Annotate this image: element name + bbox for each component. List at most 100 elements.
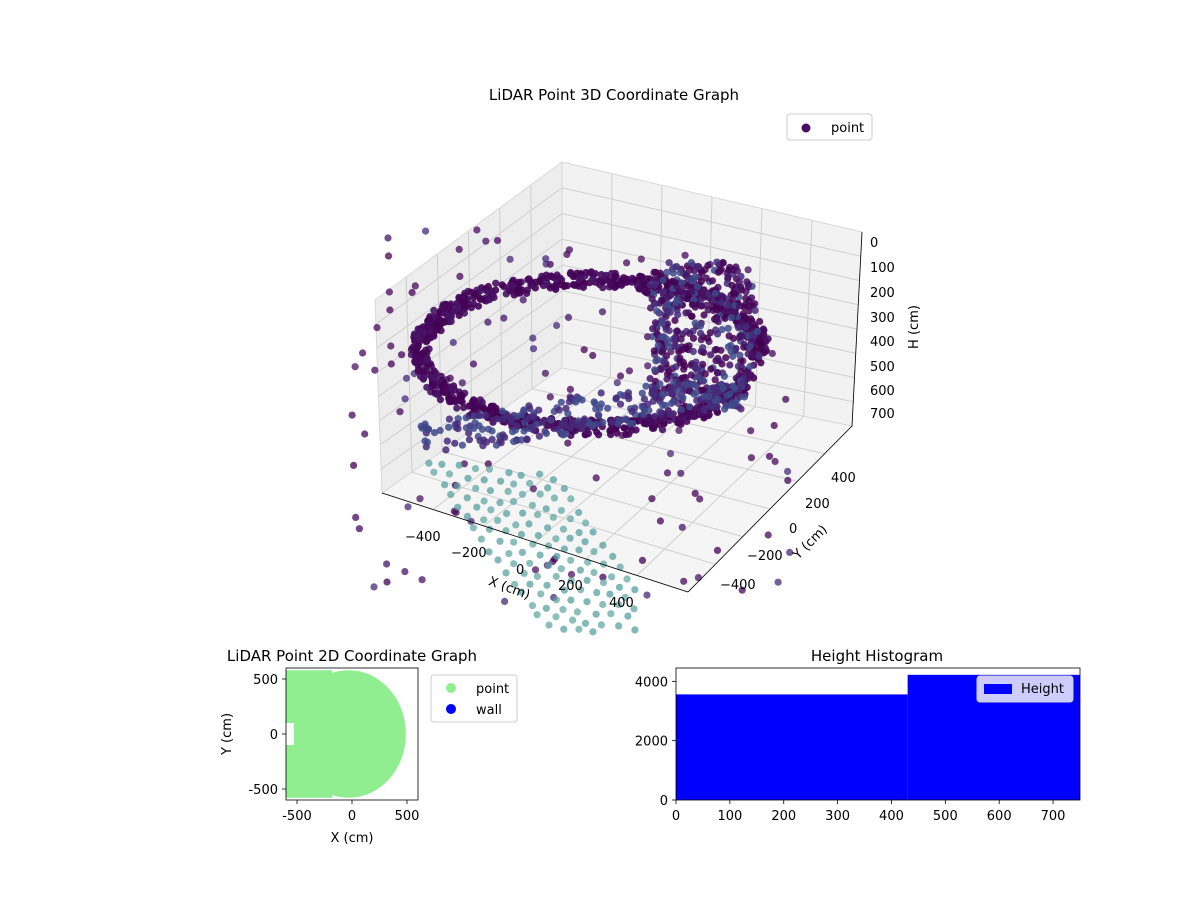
point-marker [433, 391, 441, 399]
point-marker [671, 278, 679, 287]
point-marker [577, 586, 585, 594]
legend-marker-height [984, 684, 1012, 694]
point-marker [678, 523, 686, 531]
point-marker [687, 259, 696, 267]
point-marker [560, 586, 569, 594]
point-marker [707, 402, 715, 410]
point-marker [528, 423, 536, 431]
point-marker [599, 541, 607, 549]
point-marker [699, 360, 707, 368]
point-marker [713, 258, 721, 266]
point-marker [604, 404, 612, 412]
point-marker [387, 360, 395, 368]
point-marker [726, 263, 734, 271]
point-marker [470, 396, 478, 404]
point-marker [560, 545, 569, 553]
point-marker [538, 418, 547, 426]
point-marker [670, 379, 678, 387]
point-marker [352, 513, 360, 522]
point-marker [583, 576, 591, 585]
point-marker [543, 581, 551, 589]
point-marker [574, 280, 582, 288]
point-marker [557, 506, 566, 515]
point-marker [384, 252, 393, 260]
point-marker [648, 424, 657, 432]
point-marker [616, 372, 625, 380]
point-marker [625, 367, 634, 375]
point-marker [652, 357, 660, 365]
point-marker [607, 610, 615, 618]
point-marker [612, 281, 620, 289]
legend-marker-point [446, 683, 456, 693]
point-marker [722, 307, 730, 315]
point-marker [361, 430, 369, 438]
point-marker [644, 333, 652, 341]
point-marker [719, 259, 727, 267]
point-marker [675, 380, 683, 388]
point-marker [747, 371, 755, 379]
point-marker [659, 390, 667, 398]
grid-line [380, 341, 854, 470]
point-marker [664, 293, 672, 301]
point-marker [523, 415, 531, 423]
point-marker [612, 394, 620, 402]
point-marker [651, 319, 660, 327]
point-marker [737, 368, 745, 376]
legend-label-point: point [831, 121, 864, 136]
point-marker [689, 334, 698, 342]
point-marker [563, 250, 571, 258]
point-marker [525, 520, 533, 528]
point-marker [713, 330, 722, 338]
point-marker [497, 439, 505, 447]
point-marker [489, 290, 497, 298]
ticks-2d [282, 678, 408, 804]
point-marker [550, 274, 558, 282]
y-tick-label: 0 [660, 794, 668, 809]
point-marker [704, 261, 712, 270]
point-marker [701, 370, 709, 378]
point-marker [679, 286, 687, 294]
point-marker [682, 309, 690, 317]
point-marker [640, 395, 649, 403]
point-marker [450, 307, 458, 315]
point-marker [485, 548, 493, 556]
point-marker [684, 409, 692, 417]
point-marker [621, 424, 629, 432]
point-marker [677, 420, 685, 428]
point-marker [419, 349, 427, 357]
point-marker [656, 269, 664, 277]
point-marker [567, 596, 575, 604]
point-marker [396, 408, 404, 416]
y-axis-line [687, 425, 853, 593]
point-marker [433, 319, 441, 327]
hist-x-ticks: 0 100 200 300 400 500 600 700 [672, 800, 1065, 824]
point-marker [523, 436, 531, 444]
point-marker [505, 469, 513, 477]
point-marker [774, 578, 782, 586]
point-marker [515, 278, 523, 286]
point-marker [687, 371, 695, 379]
point-marker [666, 410, 674, 418]
point-marker [590, 568, 598, 577]
point-marker [646, 417, 654, 425]
point-marker [545, 561, 553, 570]
point-marker [651, 366, 659, 374]
point-marker [480, 497, 488, 505]
point-marker [669, 335, 677, 343]
legend-box [786, 113, 873, 141]
point-marker [688, 301, 697, 309]
point-marker [533, 611, 541, 619]
point-marker [485, 296, 494, 304]
point-marker [713, 546, 722, 555]
point-marker [482, 237, 490, 245]
point-marker [385, 288, 393, 296]
point-marker [757, 359, 765, 367]
point-marker [441, 318, 449, 326]
point-marker [691, 489, 699, 497]
point-marker [711, 397, 720, 405]
point-marker [494, 516, 502, 525]
point-marker [513, 422, 521, 430]
point-marker [740, 379, 748, 387]
point-marker [418, 576, 426, 584]
point-marker [575, 546, 583, 554]
